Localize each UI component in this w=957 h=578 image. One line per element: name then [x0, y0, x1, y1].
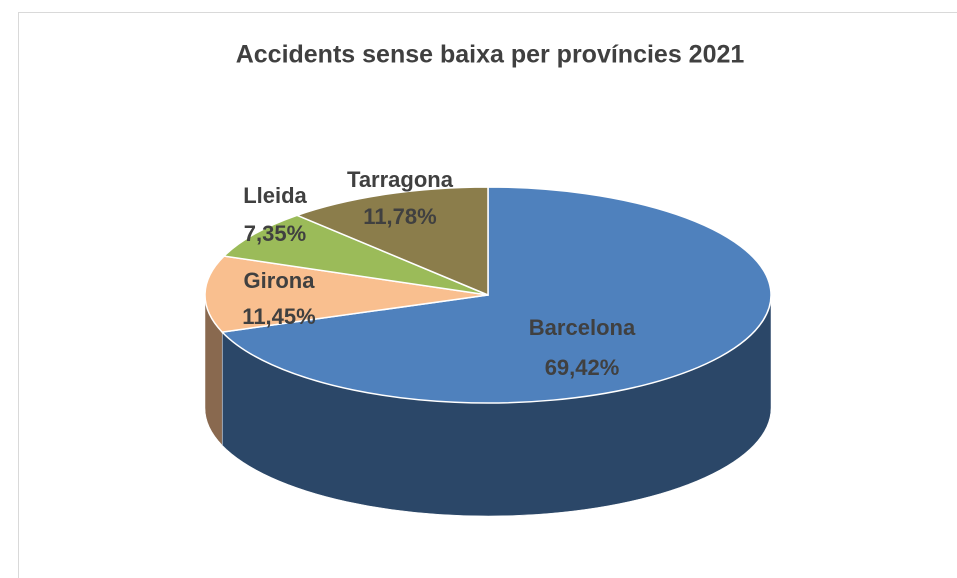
slice-value-label: 11,78%: [363, 204, 436, 229]
slice: [222, 214, 489, 296]
slice-label: Girona: [244, 268, 316, 293]
slice-label: Barcelona: [529, 315, 636, 340]
slice-label: Tarragona: [347, 167, 454, 192]
slice: [220, 186, 772, 404]
chart-title: Accidents sense baixa per províncies 202…: [236, 41, 745, 69]
slice-value-label: 11,45%: [242, 304, 315, 329]
pie: [204, 186, 772, 517]
slice-value-label: 69,42%: [545, 355, 620, 380]
slice-value-label: 7,35%: [244, 221, 306, 246]
slice-label: Lleida: [243, 183, 307, 208]
slice: [295, 186, 489, 297]
slice: [204, 255, 489, 333]
